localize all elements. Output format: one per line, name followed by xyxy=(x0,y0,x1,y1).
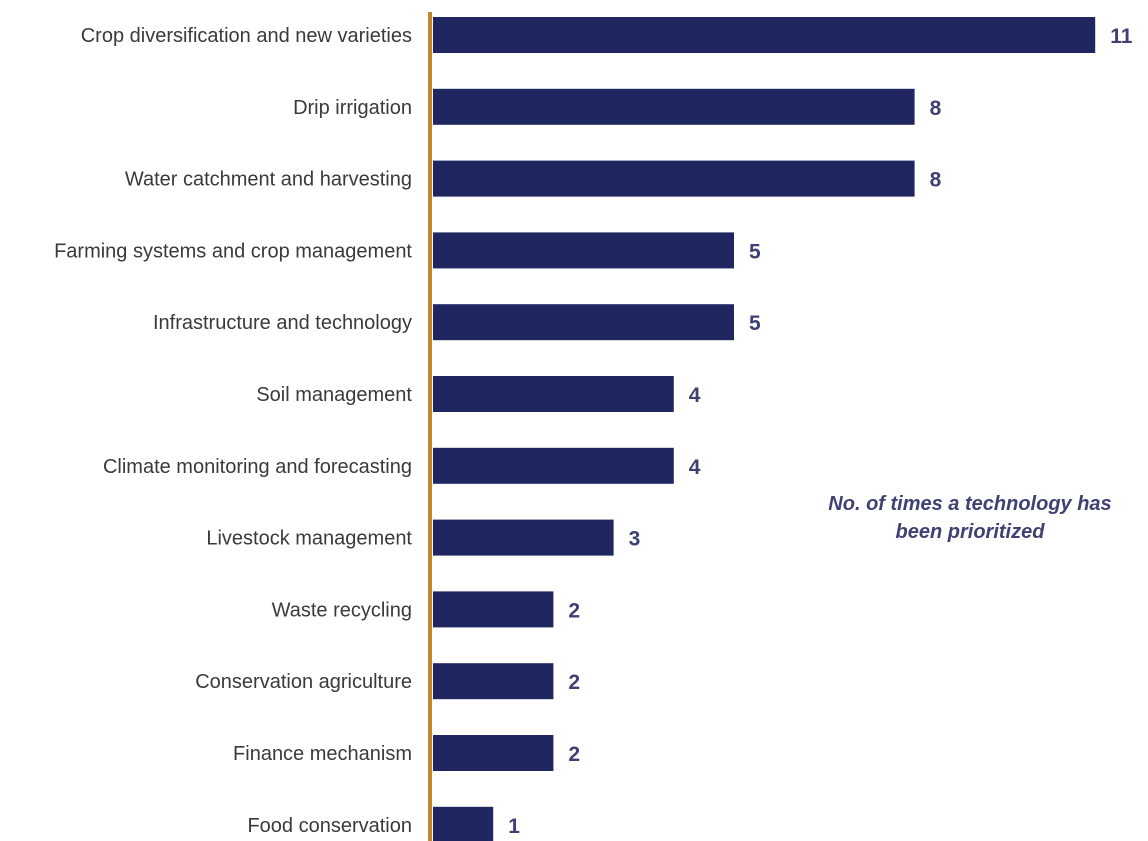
bar xyxy=(433,663,554,700)
bar xyxy=(433,447,674,484)
bar xyxy=(433,304,734,341)
category-label: Climate monitoring and forecasting xyxy=(103,456,412,478)
value-label: 3 xyxy=(629,528,641,551)
annotation-line-1: No. of times a technology has xyxy=(828,493,1112,515)
value-label: 4 xyxy=(689,384,701,407)
bar xyxy=(433,17,1096,53)
bar xyxy=(433,519,614,556)
value-label: 5 xyxy=(749,240,761,263)
annotation-line-2: been prioritized xyxy=(895,521,1045,543)
category-label: Infrastructure and technology xyxy=(153,312,412,334)
category-labels: Crop diversification and new varieties Dr… xyxy=(54,25,412,837)
category-label: Soil management xyxy=(256,384,412,406)
bar xyxy=(433,735,554,771)
category-label: Water catchment and harvesting xyxy=(125,169,412,191)
bar xyxy=(433,160,915,197)
value-label: 8 xyxy=(930,97,942,120)
bar xyxy=(433,232,734,269)
value-labels: 11 8 8 5 5 4 4 3 2 2 2 1 xyxy=(508,25,1133,838)
value-label: 8 xyxy=(930,169,942,192)
category-label: Conservation agriculture xyxy=(195,671,412,693)
bar xyxy=(433,591,554,628)
category-label: Food conservation xyxy=(247,815,412,837)
bars xyxy=(433,17,1096,841)
category-label: Finance mechanism xyxy=(233,743,412,765)
value-label: 11 xyxy=(1110,25,1133,48)
bar xyxy=(433,806,494,841)
chart-annotation: No. of times a technology has been prior… xyxy=(800,490,1140,546)
value-label: 1 xyxy=(508,815,520,838)
bar xyxy=(433,376,674,412)
value-label: 2 xyxy=(568,599,580,622)
category-label: Crop diversification and new varieties xyxy=(81,25,412,47)
value-label: 2 xyxy=(568,743,580,766)
value-label: 4 xyxy=(689,456,701,479)
value-label: 2 xyxy=(568,671,580,694)
bar xyxy=(433,88,915,125)
value-label: 5 xyxy=(749,312,761,335)
category-label: Drip irrigation xyxy=(293,97,412,119)
category-label: Livestock management xyxy=(206,528,412,550)
category-label: Waste recycling xyxy=(272,599,412,621)
category-label: Farming systems and crop management xyxy=(54,240,412,262)
